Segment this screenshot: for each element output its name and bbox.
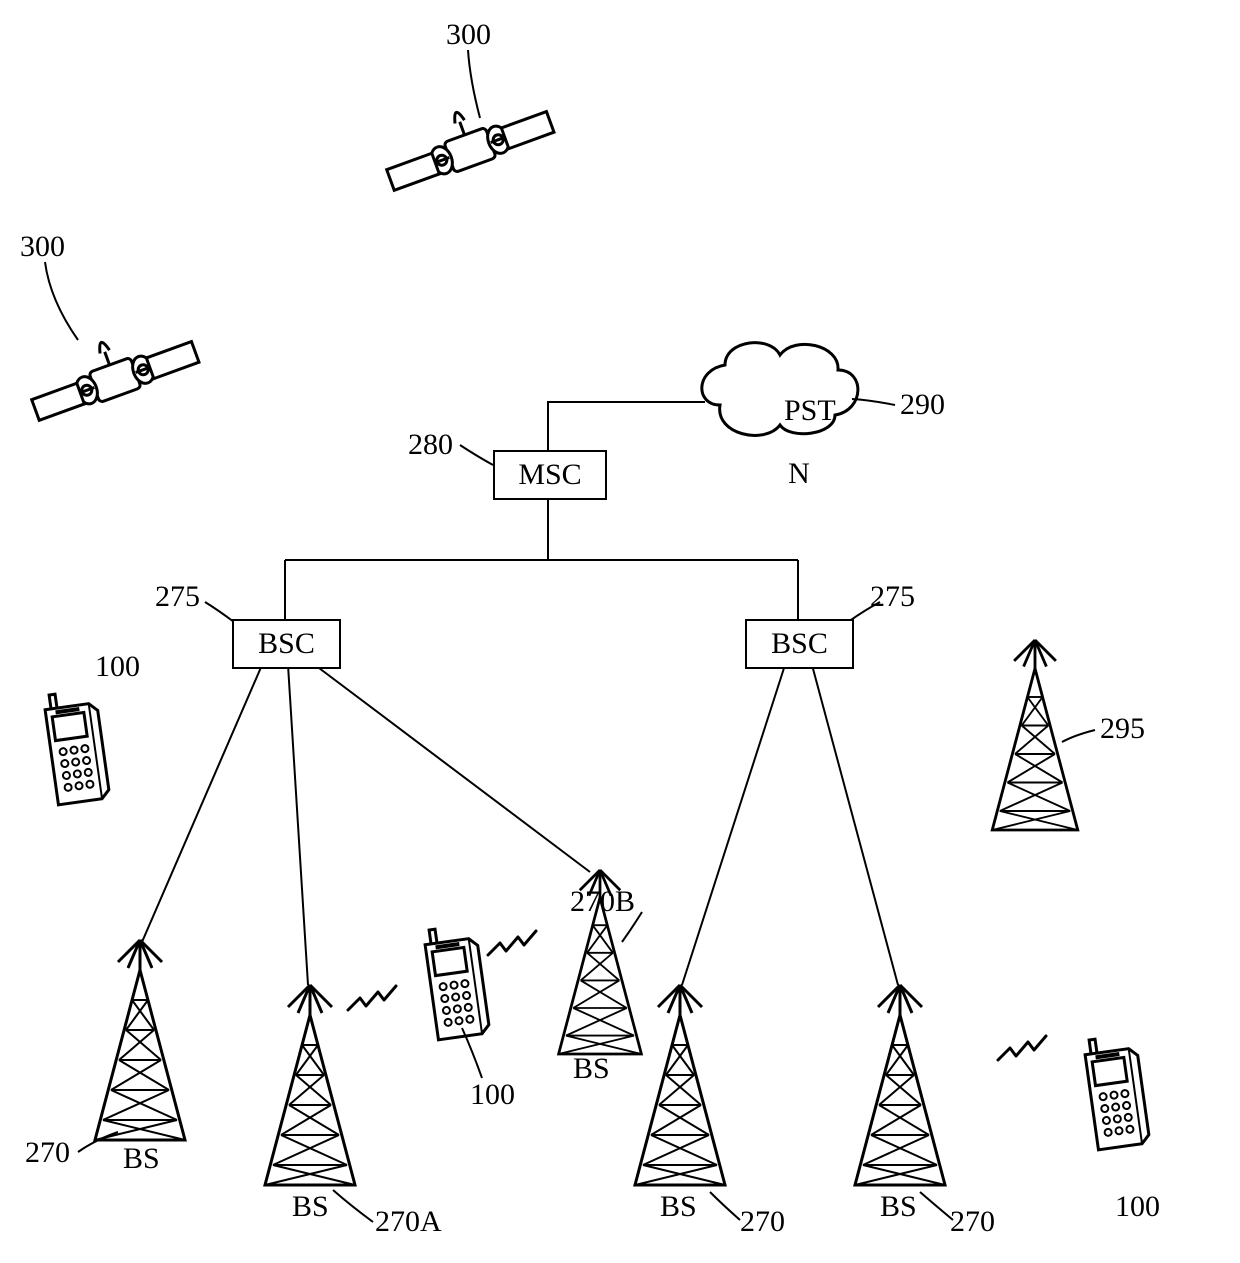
radio-wave-icon: [348, 986, 396, 1010]
ref-275-right: 275: [870, 580, 915, 614]
tower-icon: [855, 985, 945, 1185]
ref-100-mid: 100: [470, 1078, 515, 1112]
leader-lines: [45, 50, 1095, 1222]
bsc-right-box: BSC: [745, 619, 854, 669]
ref-300-top: 300: [446, 18, 491, 52]
bs-label-3: BS: [573, 1052, 610, 1086]
ref-295: 295: [1100, 712, 1145, 746]
ref-100-right: 100: [1115, 1190, 1160, 1224]
msc-box: MSC: [493, 450, 607, 500]
ref-270b: 270B: [570, 885, 635, 919]
pstn-cloud-text: PST N: [754, 363, 814, 521]
bsc-right-label: BSC: [771, 627, 828, 661]
ref-300-left: 300: [20, 230, 65, 264]
tower-icon: [992, 640, 1078, 830]
diagram-stage: MSC BSC BSC PST N 300 300 280 290 275 27…: [0, 0, 1240, 1263]
phone-icon: [1083, 1034, 1150, 1150]
ref-275-left: 275: [155, 580, 200, 614]
phone-icon: [43, 689, 110, 805]
ref-290: 290: [900, 388, 945, 422]
tower-icon: [635, 985, 725, 1185]
pstn-line1: PST: [784, 394, 836, 427]
satellite-icon: [376, 83, 555, 194]
svg-overlay: [0, 0, 1240, 1263]
ref-280: 280: [408, 428, 453, 462]
ref-270a: 270A: [375, 1205, 442, 1239]
msc-label: MSC: [518, 458, 581, 492]
radio-wave-icon: [998, 1036, 1046, 1060]
ref-270-1: 270: [25, 1136, 70, 1170]
bsc-left-box: BSC: [232, 619, 341, 669]
bsc-left-label: BSC: [258, 627, 315, 661]
satellite-icon: [21, 313, 200, 424]
bs-label-1: BS: [123, 1142, 160, 1176]
bs-label-2: BS: [292, 1190, 329, 1224]
tower-icon: [95, 940, 185, 1140]
phone-icon: [423, 924, 490, 1040]
pstn-line2: N: [788, 457, 810, 490]
ref-100-left: 100: [95, 650, 140, 684]
bs-label-4: BS: [660, 1190, 697, 1224]
radio-wave-icon: [488, 931, 536, 955]
ref-270-5: 270: [950, 1205, 995, 1239]
bs-label-5: BS: [880, 1190, 917, 1224]
tower-icon: [265, 985, 355, 1185]
ref-270-4: 270: [740, 1205, 785, 1239]
